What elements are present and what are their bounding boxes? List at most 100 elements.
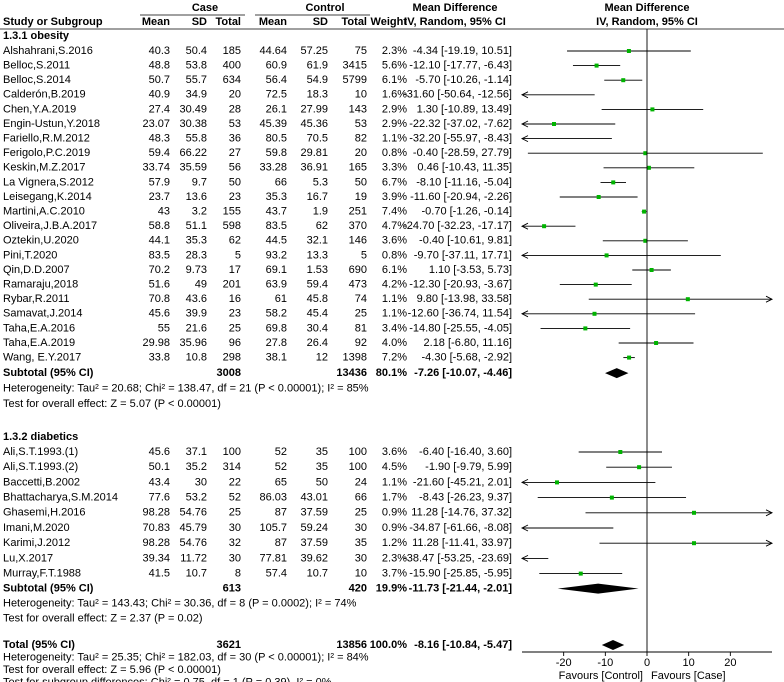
- study-name: Oztekin,U.2020: [3, 235, 79, 247]
- effect-marker: [552, 122, 556, 126]
- summary-cell: 3008: [217, 367, 241, 379]
- study-cell: -34.87 [-61.66, -8.08]: [409, 522, 512, 534]
- study-cell: 12: [316, 352, 328, 364]
- study-cell: 400: [223, 60, 241, 72]
- effect-marker: [685, 297, 690, 302]
- study-cell: 55: [158, 322, 170, 334]
- study-cell: -38.47 [-53.25, -23.69]: [403, 552, 512, 564]
- study-cell: 65: [275, 476, 287, 488]
- summary-label: Total (95% CI): [3, 639, 75, 651]
- study-cell: 50.7: [149, 74, 170, 86]
- effect-marker: [583, 326, 588, 331]
- study-cell: 23: [229, 308, 241, 320]
- study-cell: 11.72: [180, 552, 207, 564]
- study-name: Taha,E.A.2019: [3, 337, 75, 349]
- study-cell: 1.30 [-10.89, 13.49]: [417, 103, 512, 115]
- study-cell: 298: [223, 352, 241, 364]
- study-cell: 53.2: [186, 492, 207, 504]
- study-cell: 19: [355, 191, 367, 203]
- favours-right: Favours [Case]: [651, 670, 726, 682]
- study-cell: 57.9: [149, 176, 170, 188]
- study-cell: 9.73: [186, 264, 207, 276]
- study-cell: 28.3: [186, 249, 207, 261]
- study-cell: 32.1: [307, 235, 328, 247]
- study-cell: 45.79: [179, 522, 207, 534]
- study-name: Keskin,M.Z.2017: [3, 162, 86, 174]
- study-cell: 66.22: [179, 147, 207, 159]
- study-cell: 3.4%: [382, 322, 407, 334]
- study-cell: 93.2: [266, 249, 287, 261]
- study-cell: -24.70 [-32.23, -17.17]: [403, 220, 512, 232]
- group-note: Heterogeneity: Tau² = 143.43; Chi² = 30.…: [3, 598, 357, 610]
- study-cell: 3.7%: [382, 568, 407, 580]
- col-header: SD: [313, 16, 328, 28]
- study-cell: 155: [223, 206, 241, 218]
- study-cell: 16.7: [307, 191, 328, 203]
- study-cell: -8.10 [-11.16, -5.04]: [416, 176, 512, 188]
- study-cell: 9.7: [192, 176, 207, 188]
- study-cell: 251: [349, 206, 367, 218]
- study-cell: 10.7: [186, 568, 207, 580]
- ci-arrow: [520, 554, 529, 562]
- study-cell: 52: [229, 492, 241, 504]
- study-cell: 50.1: [149, 461, 170, 473]
- study-cell: 41.5: [149, 568, 170, 580]
- study-cell: 40.3: [149, 45, 170, 57]
- summary-cell: -7.26 [-10.07, -4.46]: [414, 367, 512, 379]
- study-cell: 98.28: [142, 507, 170, 519]
- study-cell: 21.6: [186, 322, 207, 334]
- study-cell: -11.60 [-20.94, -2.26]: [410, 191, 512, 203]
- study-cell: -0.70 [-1.26, -0.14]: [422, 206, 513, 218]
- study-cell: -12.30 [-20.93, -3.67]: [409, 279, 512, 291]
- study-cell: -12.60 [-36.74, 11.54]: [408, 308, 512, 320]
- study-cell: 51.1: [186, 220, 207, 232]
- study-cell: 57.25: [300, 45, 328, 57]
- md-header: Mean Difference: [413, 2, 498, 14]
- study-cell: 3.9%: [382, 191, 407, 203]
- study-name: Bhattacharya,S.M.2014: [3, 492, 118, 504]
- study-cell: 10: [355, 568, 367, 580]
- study-name: Samavat,J.2014: [3, 308, 83, 320]
- study-cell: 56: [229, 162, 241, 174]
- effect-marker: [626, 49, 631, 53]
- study-name: Ghasemi,H.2016: [3, 507, 86, 519]
- x-tick-label: -10: [597, 657, 613, 669]
- study-cell: 75: [355, 45, 367, 57]
- summary-cell: 100.0%: [370, 639, 408, 651]
- study-name: Murray,F.T.1988: [3, 568, 81, 580]
- study-cell: -14.80 [-25.55, -4.05]: [409, 322, 512, 334]
- study-cell: 0.9%: [382, 507, 407, 519]
- study-cell: 13.6: [186, 191, 207, 203]
- ci-arrow: [520, 120, 529, 128]
- effect-marker: [621, 78, 626, 83]
- summary-cell: 19.9%: [376, 583, 407, 595]
- study-cell: 1.1%: [382, 293, 407, 305]
- study-cell: 9.80 [-13.98, 33.58]: [417, 293, 512, 305]
- study-cell: 1.9: [313, 206, 328, 218]
- study-cell: 37.59: [300, 537, 328, 549]
- study-cell: 53: [229, 118, 241, 130]
- study-cell: 98.28: [142, 537, 170, 549]
- study-name: Lu,X.2017: [3, 552, 53, 564]
- study-cell: 39.34: [142, 552, 170, 564]
- study-cell: 36.91: [300, 162, 328, 174]
- study-cell: 5: [235, 249, 241, 261]
- md-plot-header: Mean Difference: [605, 2, 690, 14]
- study-cell: 50: [355, 176, 367, 188]
- study-cell: 35: [316, 461, 328, 473]
- study-cell: -0.40 [-28.59, 27.79]: [413, 147, 512, 159]
- group-heading: 1.3.1 obesity: [3, 30, 70, 42]
- overall-note: Test for subgroup differences: Chi² = 0.…: [3, 676, 332, 682]
- favours-left: Favours [Control]: [559, 670, 643, 682]
- effect-marker: [542, 224, 547, 229]
- study-cell: -15.90 [-25.85, -5.95]: [409, 568, 512, 580]
- summary-cell: 80.1%: [376, 367, 407, 379]
- control-header: Control: [305, 2, 344, 14]
- study-cell: 43.4: [149, 476, 170, 488]
- overall-note: Heterogeneity: Tau² = 25.35; Chi² = 182.…: [3, 651, 369, 663]
- effect-marker: [596, 195, 601, 199]
- study-cell: 11.28 [-11.41, 33.97]: [412, 537, 512, 549]
- study-cell: 45.6: [149, 446, 170, 458]
- summary-cell: 13436: [336, 367, 367, 379]
